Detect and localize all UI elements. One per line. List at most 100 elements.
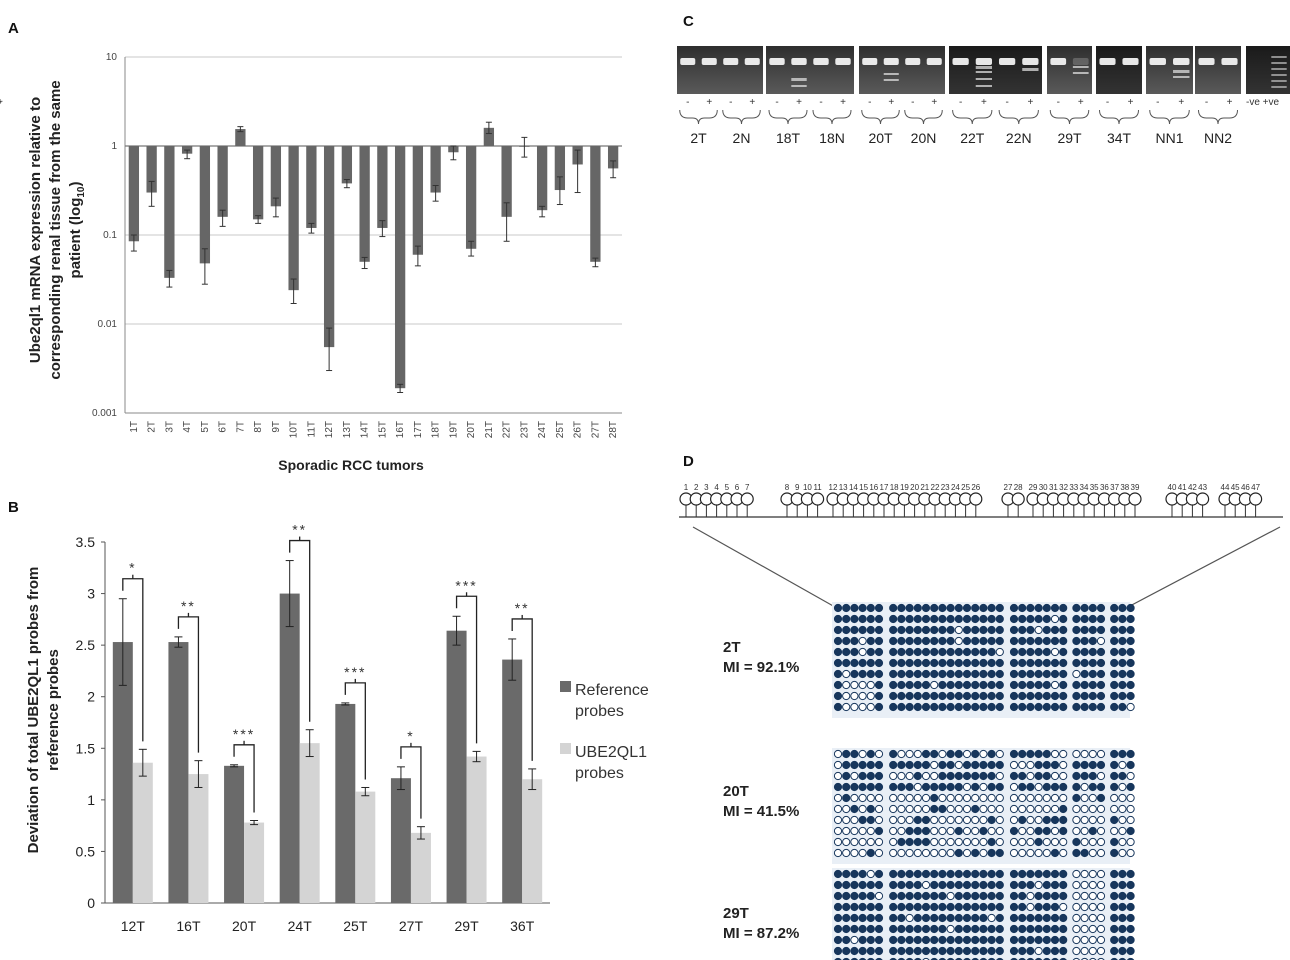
- methylated-cpg: [1026, 691, 1035, 701]
- unmethylated-cpg: [1118, 848, 1127, 858]
- unmethylated-cpg: [1018, 804, 1027, 814]
- sample-29t-mi: MI = 87.2%: [723, 925, 799, 942]
- unmethylated-cpg: [905, 804, 914, 814]
- methylated-cpg: [946, 614, 955, 624]
- sample-brace: [812, 109, 852, 125]
- unmethylated-cpg: [995, 804, 1004, 814]
- gel-lane-sign: -: [911, 97, 914, 108]
- methylated-cpg: [987, 614, 996, 624]
- gel-lane-sign: +: [840, 97, 846, 108]
- unmethylated-cpg: [1018, 837, 1027, 847]
- gel-sample-labels: 2T 2N 18T 18N 20T 20N 22T 22N 29T 34T NN1 NN2: [690, 130, 1232, 146]
- y-tick-label: 2: [87, 689, 95, 705]
- methylated-cpg: [1026, 946, 1035, 956]
- methylated-cpg: [866, 647, 875, 657]
- methylated-cpg: [962, 891, 972, 901]
- unmethylated-cpg: [866, 793, 875, 803]
- gel-lane-sign: +: [706, 97, 712, 108]
- significance-bracket: [233, 744, 255, 813]
- methylated-cpg: [850, 669, 859, 679]
- unmethylated-cpg: [1096, 815, 1106, 825]
- gel-lane-sign: -: [819, 97, 822, 108]
- unmethylated-cpg: [858, 848, 867, 858]
- methylated-cpg: [1009, 625, 1019, 635]
- unmethylated-cpg: [962, 826, 972, 836]
- unmethylated-cpg: [1050, 749, 1060, 759]
- gel-lane-sign: +: [1027, 97, 1033, 108]
- unmethylated-cpg: [930, 848, 939, 858]
- methylated-cpg: [874, 869, 884, 879]
- unmethylated-cpg: [858, 702, 867, 712]
- methylated-cpg: [1088, 647, 1097, 657]
- methylated-cpg: [858, 891, 867, 901]
- unmethylated-cpg: [1050, 771, 1060, 781]
- methylated-cpg: [921, 680, 931, 690]
- methylated-cpg: [1050, 669, 1060, 679]
- unmethylated-cpg: [1034, 804, 1043, 814]
- panel-a-y-label-main: patient (log: [67, 198, 84, 279]
- unmethylated-cpg: [1080, 902, 1089, 912]
- unmethylated-cpg: [1080, 913, 1089, 923]
- unmethylated-cpg: [833, 771, 843, 781]
- bar: [536, 146, 548, 211]
- methylated-cpg: [930, 691, 939, 701]
- gel-lane-sign: -: [1057, 97, 1060, 108]
- methylated-cpg: [954, 603, 963, 613]
- methylated-cpg: [905, 691, 914, 701]
- gel-band: [1198, 58, 1215, 65]
- unmethylated-cpg: [979, 815, 988, 825]
- methylated-cpg: [833, 782, 843, 792]
- gel-lane-sign: +: [931, 97, 937, 108]
- methylated-cpg: [1009, 614, 1019, 624]
- gel-band: [1122, 58, 1139, 65]
- unmethylated-cpg: [1072, 804, 1081, 814]
- methylated-cpg: [979, 771, 988, 781]
- unmethylated-cpg: [850, 848, 859, 858]
- methylated-cpg: [1059, 669, 1068, 679]
- methylated-cpg: [921, 702, 931, 712]
- methylated-cpg: [897, 913, 906, 923]
- unmethylated-cpg: [1072, 880, 1081, 890]
- methylated-cpg: [1059, 680, 1068, 690]
- methylated-cpg: [842, 625, 851, 635]
- methylated-cpg: [987, 625, 996, 635]
- methylated-cpg: [1110, 669, 1119, 679]
- y-tick-label: 0.01: [98, 319, 118, 330]
- methylated-cpg: [1018, 902, 1027, 912]
- x-tick-label: 22T: [502, 421, 513, 438]
- methylated-cpg: [913, 946, 922, 956]
- gel-lane-sign: +: [1178, 97, 1184, 108]
- methylated-cpg: [987, 924, 996, 934]
- gel-band: [883, 73, 899, 75]
- methylated-cpg: [1088, 680, 1097, 690]
- methylated-cpg: [954, 946, 963, 956]
- methylated-cpg: [962, 880, 972, 890]
- gel-band: [701, 58, 717, 65]
- unmethylated-cpg: [1126, 848, 1135, 858]
- panel-a-x-label: Sporadic RCC tumors: [278, 457, 424, 473]
- methylated-cpg: [987, 603, 996, 613]
- unmethylated-cpg: [954, 636, 963, 646]
- unmethylated-cpg: [1009, 793, 1019, 803]
- gel-band: [975, 58, 993, 65]
- panel-a-y-label-subscript: 10: [76, 186, 87, 198]
- gel-band: [975, 78, 993, 80]
- gel-band: [769, 58, 785, 65]
- methylated-cpg: [995, 902, 1004, 912]
- gel-lane-sign: +: [981, 97, 987, 108]
- gel-sample-label: NN1: [1155, 130, 1183, 146]
- unmethylated-cpg: [921, 771, 931, 781]
- methylated-cpg: [905, 935, 914, 945]
- unmethylated-cpg: [921, 804, 931, 814]
- unmethylated-cpg: [1018, 760, 1027, 770]
- legend-swatch-ube2ql1: [560, 743, 571, 754]
- methylated-cpg: [938, 691, 947, 701]
- methylated-cpg: [946, 913, 955, 923]
- methylated-cpg: [897, 782, 906, 792]
- methylated-cpg: [1009, 691, 1019, 701]
- gel-band: [883, 58, 899, 65]
- methylated-cpg: [1042, 891, 1051, 901]
- methylated-cpg: [833, 924, 843, 934]
- methylated-cpg: [930, 603, 939, 613]
- unmethylated-cpg: [1088, 924, 1097, 934]
